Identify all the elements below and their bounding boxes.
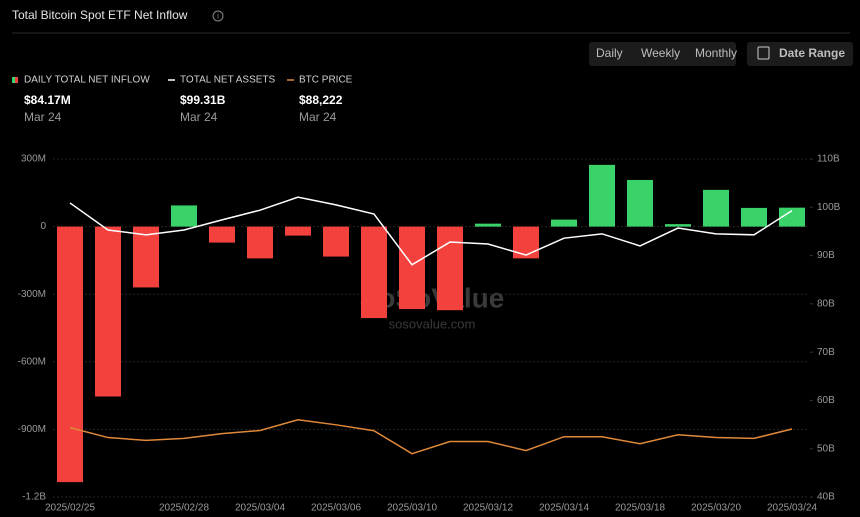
page-title: Total Bitcoin Spot ETF Net Inflow (12, 8, 188, 22)
x-tick-label: 2025/03/06 (311, 503, 361, 514)
bar (741, 207, 767, 227)
y2-tick-label: 60B (817, 395, 835, 406)
x-tick-label: 2025/02/25 (45, 503, 95, 514)
period-button[interactable]: Weekly (641, 46, 680, 60)
bar (285, 226, 311, 236)
y2-tick-label: 70B (817, 347, 835, 358)
date-range-button[interactable] (747, 42, 853, 66)
y2-tick-label: 100B (817, 202, 841, 213)
y-tick-label: -1.2B (22, 492, 46, 503)
x-tick-label: 2025/03/04 (235, 503, 285, 514)
bar (171, 205, 197, 227)
bar (361, 226, 387, 319)
bar (437, 226, 463, 311)
y2-tick-label: 50B (817, 443, 835, 454)
legend-value: $84.17M (24, 93, 71, 107)
legend-date: Mar 24 (180, 110, 218, 124)
legend-label: DAILY TOTAL NET INFLOW (24, 75, 150, 86)
calendar-icon (757, 46, 770, 60)
line (69, 196, 793, 266)
y2-tick-label: 90B (817, 250, 835, 261)
x-tick-label: 2025/03/10 (387, 503, 437, 514)
line (69, 418, 793, 455)
legend-date: Mar 24 (24, 110, 62, 124)
period-switch (589, 42, 736, 66)
bar (589, 164, 615, 227)
bar (475, 223, 501, 227)
bar (209, 226, 235, 243)
y2-tick-label: 40B (817, 492, 835, 503)
x-tick-label: 2025/03/24 (767, 503, 817, 514)
y-tick-label: -300M (18, 289, 46, 300)
bar (57, 226, 83, 483)
period-button[interactable]: Daily (596, 46, 623, 60)
legend-date: Mar 24 (299, 110, 337, 124)
watermark-url: sosovalue.com (389, 316, 476, 331)
y2-tick-label: 110B (817, 154, 840, 165)
bar (779, 207, 805, 227)
legend-value: $88,222 (299, 93, 343, 107)
x-tick-label: 2025/02/28 (159, 503, 209, 514)
y-tick-label: 300M (21, 154, 46, 165)
bar (513, 226, 539, 259)
bar (627, 179, 653, 227)
legend-swatch (15, 77, 18, 83)
y-tick-label: 0 (40, 221, 46, 232)
x-tick-label: 2025/03/12 (463, 503, 513, 514)
bar (95, 226, 121, 397)
legend-label: BTC PRICE (299, 75, 353, 86)
bar (323, 226, 349, 257)
x-tick-label: 2025/03/20 (691, 503, 741, 514)
bar (665, 224, 691, 227)
x-tick-label: 2025/03/18 (615, 503, 665, 514)
legend-value: $99.31B (180, 93, 226, 107)
legend-swatch (12, 77, 15, 83)
bar (551, 219, 577, 227)
bar (133, 226, 159, 288)
y-tick-label: -600M (18, 356, 46, 367)
bar (247, 226, 273, 259)
info-icon[interactable] (212, 10, 224, 22)
bar (703, 189, 729, 227)
legend-label: TOTAL NET ASSETS (180, 75, 276, 86)
bar (399, 226, 425, 310)
date-range-label: Date Range (779, 46, 845, 60)
y-tick-label: -900M (18, 424, 46, 435)
period-button[interactable]: Monthly (695, 46, 737, 60)
y2-tick-label: 80B (817, 298, 835, 309)
x-tick-label: 2025/03/14 (539, 503, 589, 514)
info-icon-glyph: i (217, 12, 219, 21)
